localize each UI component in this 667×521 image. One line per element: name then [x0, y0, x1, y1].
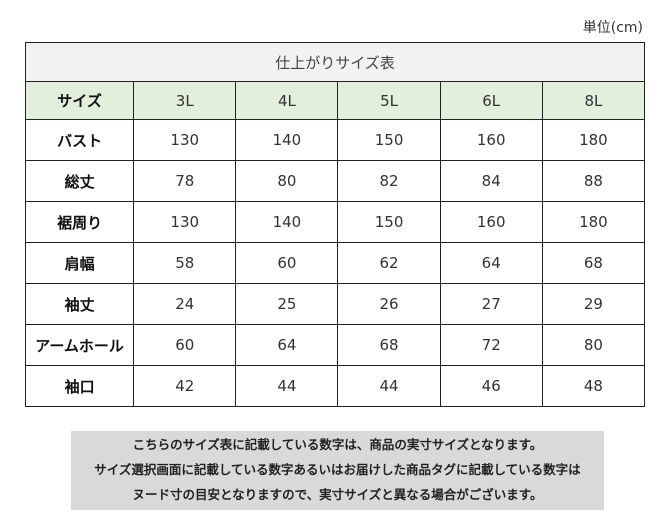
row-label: 肩幅	[24, 242, 135, 284]
table-cell: 26	[337, 283, 441, 325]
row-label: 裾周り	[24, 201, 135, 243]
table-cell: 64	[439, 242, 543, 284]
table-row: 袖丈 24 25 26 27 29	[24, 283, 646, 325]
table-cell: 80	[541, 324, 646, 366]
table-cell: 64	[235, 324, 339, 366]
table-cell: 88	[541, 160, 646, 202]
size-header: 4L	[235, 81, 339, 120]
table-cell: 46	[439, 365, 543, 407]
table-cell: 29	[541, 283, 646, 325]
table-cell: 80	[235, 160, 339, 202]
table-cell: 180	[541, 119, 646, 161]
note-line: こちらのサイズ表に記載している数字は、商品の実寸サイズとなります。	[132, 437, 543, 452]
table-row: 肩幅 58 60 62 64 68	[24, 242, 646, 284]
table-row: バスト 130 140 150 160 180	[24, 119, 646, 161]
size-header: 8L	[541, 81, 646, 120]
table-cell: 160	[439, 119, 543, 161]
table-row: 袖口 42 44 44 46 48	[24, 365, 646, 407]
table-cell: 42	[133, 365, 237, 407]
table-header-row: サイズ 3L 4L 5L 6L 8L	[24, 81, 646, 120]
table-cell: 60	[235, 242, 339, 284]
table-cell: 68	[541, 242, 646, 284]
row-label: 袖口	[24, 365, 135, 407]
table-cell: 84	[439, 160, 543, 202]
row-label: 総丈	[24, 160, 135, 202]
table-cell: 25	[235, 283, 339, 325]
table-cell: 24	[133, 283, 237, 325]
table-title: 仕上がりサイズ表	[25, 42, 645, 82]
table-cell: 44	[337, 365, 441, 407]
row-label: バスト	[24, 119, 135, 161]
table-title-row: 仕上がりサイズ表	[25, 42, 645, 82]
table-cell: 82	[337, 160, 441, 202]
table-cell: 60	[133, 324, 237, 366]
table-row: アームホール 60 64 68 72 80	[24, 324, 646, 366]
table-cell: 72	[439, 324, 543, 366]
table-cell: 78	[133, 160, 237, 202]
size-header: 3L	[133, 81, 237, 120]
table-cell: 130	[133, 201, 237, 243]
table-cell: 140	[235, 201, 339, 243]
table-row: 総丈 78 80 82 84 88	[24, 160, 646, 202]
table-cell: 48	[541, 365, 646, 407]
header-label: サイズ	[24, 81, 135, 120]
table-cell: 62	[337, 242, 441, 284]
size-header: 6L	[439, 81, 543, 120]
size-header: 5L	[337, 81, 441, 120]
note-line: ヌード寸の目安となりますので、実寸サイズと異なる場合がございます。	[132, 487, 543, 502]
table-cell: 150	[337, 119, 441, 161]
table-cell: 140	[235, 119, 339, 161]
size-note: こちらのサイズ表に記載している数字は、商品の実寸サイズとなります。 サイズ選択画…	[71, 431, 604, 510]
table-cell: 58	[133, 242, 237, 284]
unit-label: 単位(cm)	[582, 20, 643, 36]
row-label: 袖丈	[24, 283, 135, 325]
table-cell: 68	[337, 324, 441, 366]
table-cell: 27	[439, 283, 543, 325]
table-row: 裾周り 130 140 150 160 180	[24, 201, 646, 243]
row-label: アームホール	[24, 324, 135, 366]
note-line: サイズ選択画面に記載している数字あるいはお届けした商品タグに記載している数字は	[94, 462, 581, 477]
size-table: 仕上がりサイズ表 サイズ 3L 4L 5L 6L 8L バスト 130 140 …	[24, 42, 646, 407]
table-cell: 130	[133, 119, 237, 161]
table-cell: 44	[235, 365, 339, 407]
table-cell: 150	[337, 201, 441, 243]
table-cell: 160	[439, 201, 543, 243]
table-cell: 180	[541, 201, 646, 243]
